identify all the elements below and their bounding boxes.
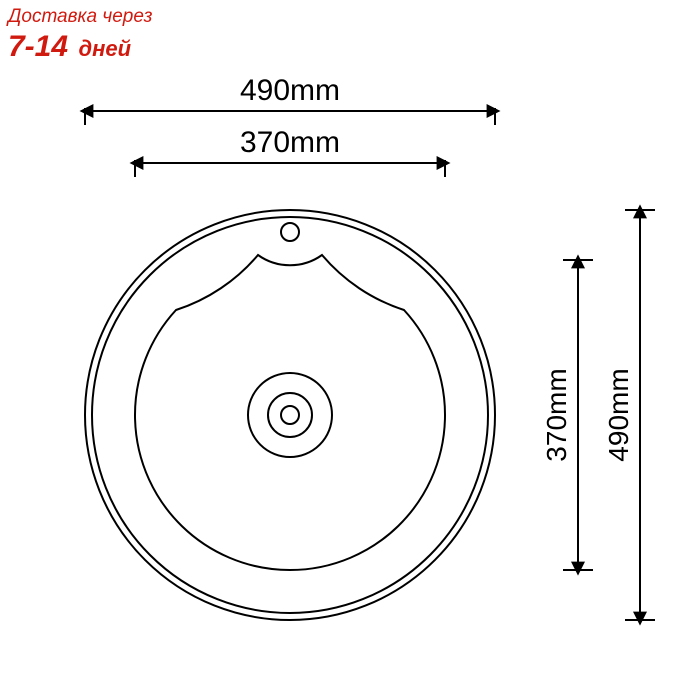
drain-mid bbox=[268, 393, 312, 437]
sink-dimension-diagram: 490mm 370mm 490mm 370mm bbox=[0, 0, 700, 700]
label-height-outer: 490mm bbox=[603, 368, 634, 461]
drain-inner bbox=[281, 406, 299, 424]
delivery-overlay-line1: Доставка через Доставка через bbox=[8, 6, 153, 28]
dim-width-outer bbox=[85, 108, 495, 125]
delivery-overlay-line2: 7-14 7-14 дней дней bbox=[8, 30, 131, 64]
tap-hole bbox=[281, 223, 299, 241]
drain-outer bbox=[248, 373, 332, 457]
dim-width-inner bbox=[135, 160, 445, 177]
label-width-outer: 490mm bbox=[240, 74, 340, 107]
label-height-inner: 370mm bbox=[541, 368, 572, 461]
sink-outline bbox=[85, 210, 495, 620]
label-width-inner: 370mm bbox=[240, 126, 340, 159]
